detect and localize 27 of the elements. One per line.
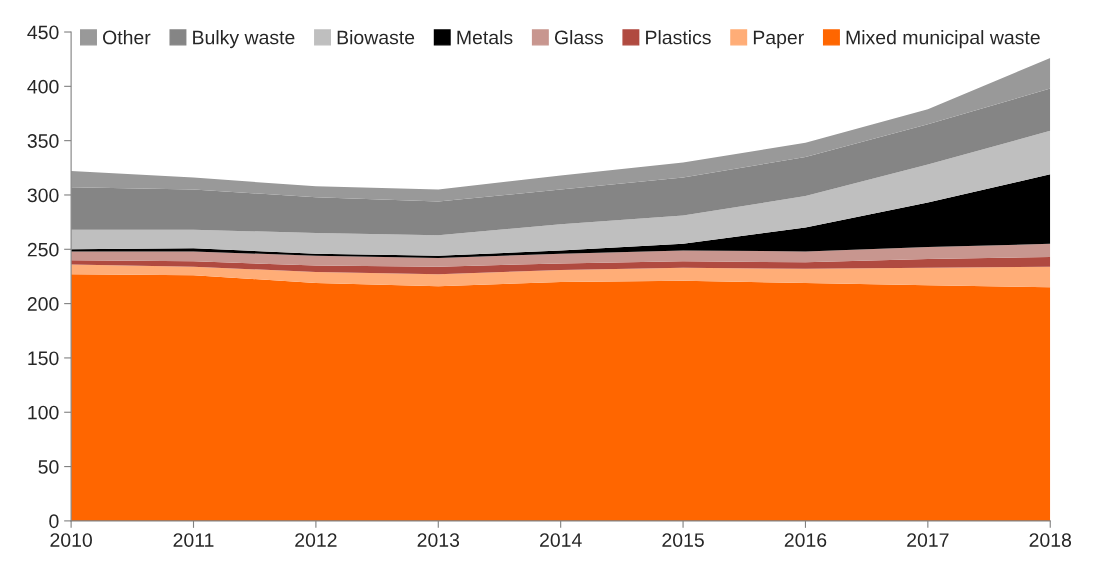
legend-label: Metals [457, 30, 513, 45]
x-tick-label: 2014 [540, 533, 582, 547]
y-tick-label: 450 [27, 25, 59, 40]
y-tick-label: 150 [28, 351, 59, 366]
legend-label: Mixed municipal waste [846, 30, 1040, 49]
y-tick-label: 250 [27, 242, 59, 257]
x-tick-label: 2011 [173, 533, 214, 547]
legend-label: Other [103, 30, 151, 45]
y-tick-label: 100 [28, 405, 59, 420]
y-tick-label: 50 [38, 460, 59, 474]
legend-label: Plastics [646, 30, 711, 45]
x-tick-label: 2018 [1029, 533, 1072, 547]
y-tick-label: 0 [49, 514, 59, 529]
y-tick-label: 300 [27, 188, 59, 203]
x-tick-label: 2013 [417, 533, 460, 547]
x-tick-label: 2012 [295, 533, 337, 547]
y-tick-label: 350 [27, 134, 59, 148]
x-tick-label: 2010 [50, 533, 92, 547]
legend-label: Paper [753, 30, 804, 49]
legend-label: Glass [554, 30, 603, 45]
y-tick-label: 200 [27, 297, 59, 311]
x-tick-label: 2017 [907, 533, 949, 547]
x-tick-label: 2016 [784, 533, 827, 547]
legend-label: Biowaste [337, 30, 415, 45]
legend-label: Bulky waste [193, 30, 295, 49]
y-tick-label: 400 [27, 79, 59, 94]
x-tick-label: 2015 [662, 533, 704, 547]
